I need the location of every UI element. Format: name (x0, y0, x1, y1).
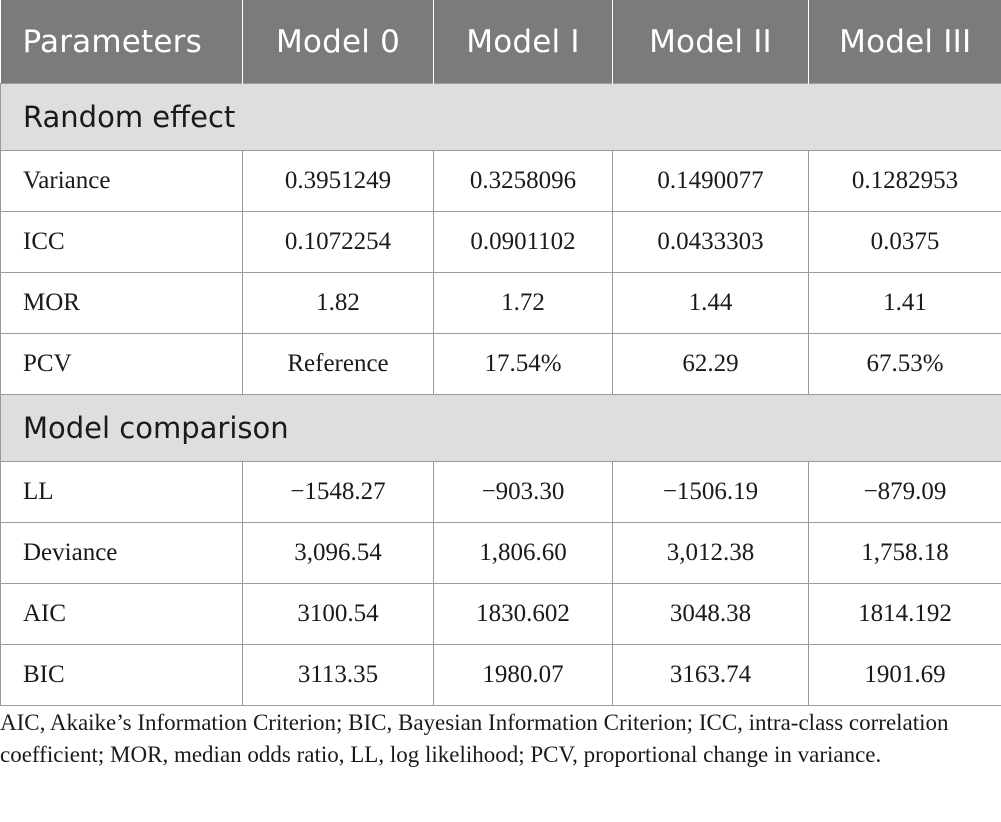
table-cell: 1901.69 (808, 644, 1001, 706)
model-comparison-table: Parameters Model 0 Model I Model II Mode… (0, 0, 1001, 706)
table-cell: 3163.74 (612, 644, 809, 706)
table-cell: 17.54% (433, 333, 613, 395)
table-cell: −1548.27 (242, 461, 434, 523)
row-label: ICC (0, 211, 243, 273)
table-cell: 0.1282953 (808, 150, 1001, 212)
table-cell: 3048.38 (612, 583, 809, 645)
table-cell: −1506.19 (612, 461, 809, 523)
row-label: Deviance (0, 522, 243, 584)
section-row-random-effect: Random effect (0, 83, 1001, 151)
table-row: PCV Reference 17.54% 62.29 67.53% (0, 333, 1001, 395)
table-cell: 0.1072254 (242, 211, 434, 273)
table-cell: 1.72 (433, 272, 613, 334)
section-title: Random effect (0, 83, 1001, 151)
row-label: MOR (0, 272, 243, 334)
table-cell: 1.41 (808, 272, 1001, 334)
row-label: Variance (0, 150, 243, 212)
table-cell: 0.1490077 (612, 150, 809, 212)
table-cell: 67.53% (808, 333, 1001, 395)
table-row: Variance 0.3951249 0.3258096 0.1490077 0… (0, 150, 1001, 212)
table-cell: 1,806.60 (433, 522, 613, 584)
table-cell: 0.3258096 (433, 150, 613, 212)
row-label: BIC (0, 644, 243, 706)
header-parameters: Parameters (0, 0, 243, 84)
header-model-0: Model 0 (242, 0, 434, 84)
row-label: AIC (0, 583, 243, 645)
table-cell: 1.82 (242, 272, 434, 334)
table-footnote: AIC, Akaike’s Information Criterion; BIC… (0, 710, 949, 767)
table-cell: 0.0901102 (433, 211, 613, 273)
row-label: PCV (0, 333, 243, 395)
table-cell: 3100.54 (242, 583, 434, 645)
results-table-container: Parameters Model 0 Model I Model II Mode… (0, 0, 1001, 706)
table-row: MOR 1.82 1.72 1.44 1.41 (0, 272, 1001, 334)
section-row-model-comparison: Model comparison (0, 394, 1001, 462)
table-row: AIC 3100.54 1830.602 3048.38 1814.192 (0, 583, 1001, 645)
table-cell: 3113.35 (242, 644, 434, 706)
table-cell: Reference (242, 333, 434, 395)
table-row: LL −1548.27 −903.30 −1506.19 −879.09 (0, 461, 1001, 523)
table-row: Deviance 3,096.54 1,806.60 3,012.38 1,75… (0, 522, 1001, 584)
table-cell: 1830.602 (433, 583, 613, 645)
table-cell: 3,012.38 (612, 522, 809, 584)
table-cell: 0.3951249 (242, 150, 434, 212)
table-row: ICC 0.1072254 0.0901102 0.0433303 0.0375 (0, 211, 1001, 273)
row-label: LL (0, 461, 243, 523)
table-cell: 1814.192 (808, 583, 1001, 645)
table-cell: −903.30 (433, 461, 613, 523)
table-row: BIC 3113.35 1980.07 3163.74 1901.69 (0, 644, 1001, 706)
table-cell: 0.0433303 (612, 211, 809, 273)
table-cell: 3,096.54 (242, 522, 434, 584)
table-header-row: Parameters Model 0 Model I Model II Mode… (0, 0, 1001, 84)
table-cell: 0.0375 (808, 211, 1001, 273)
table-cell: 1,758.18 (808, 522, 1001, 584)
table-cell: 62.29 (612, 333, 809, 395)
header-model-2: Model II (612, 0, 809, 84)
section-title: Model comparison (0, 394, 1001, 462)
header-model-3: Model III (808, 0, 1001, 84)
table-cell: 1980.07 (433, 644, 613, 706)
header-model-1: Model I (433, 0, 613, 84)
table-cell: −879.09 (808, 461, 1001, 523)
table-cell: 1.44 (612, 272, 809, 334)
